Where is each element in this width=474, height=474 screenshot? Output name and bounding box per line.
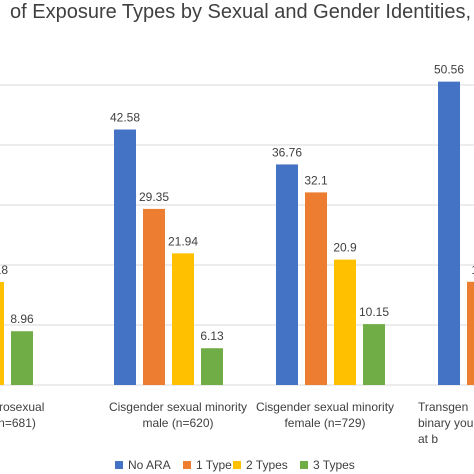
bar-3-types-0 [11, 331, 33, 385]
bar-1-type-2 [305, 192, 327, 385]
data-label: 50.56 [434, 63, 464, 77]
chart-title: of Exposure Types by Sexual and Gender I… [10, 1, 474, 23]
data-label: 10.15 [359, 305, 389, 319]
gridlines [0, 84, 474, 386]
data-label: 29.35 [139, 190, 169, 204]
legend-swatch [300, 461, 308, 469]
category-label: female (n=729) [284, 416, 365, 430]
legend-swatch [233, 461, 241, 469]
bar-2-types-1 [172, 253, 194, 385]
data-label: 21.94 [168, 234, 198, 248]
value-labels: 42.5836.7650.56429.3532.11717.1821.9420.… [0, 63, 474, 344]
legend-label: No ARA [128, 458, 171, 472]
data-label: 36.76 [272, 145, 302, 159]
bar-1-type-1 [143, 208, 165, 385]
data-label: 32.1 [304, 173, 328, 187]
category-label: at b [418, 432, 438, 446]
category-label: binary you [418, 416, 473, 430]
data-label: 42.58 [110, 111, 140, 125]
data-label: 6.13 [200, 329, 224, 343]
data-label: 17 [471, 263, 474, 277]
bar-3-types-1 [201, 348, 223, 385]
legend-label: 3 Types [313, 458, 355, 472]
category-label: heterosexual [0, 400, 44, 414]
bar-2-types-2 [334, 259, 356, 385]
category-label: male (n=620) [142, 416, 213, 430]
category-label: Cisgender sexual minority [109, 400, 247, 414]
legend: No ARA 1 Type 2 Types 3 Types [115, 458, 355, 472]
legend-swatch [183, 461, 191, 469]
bar-1-type-3 [467, 281, 474, 385]
bar-no-ara-3 [438, 81, 460, 385]
data-label: 17.18 [0, 263, 8, 277]
bars [0, 81, 474, 385]
bar-2-types-0 [0, 281, 4, 385]
legend-label: 2 Types [246, 458, 288, 472]
bar-no-ara-1 [114, 129, 136, 385]
category-label: Cisgender sexual minority [256, 400, 394, 414]
legend-label: 1 Type [196, 458, 232, 472]
category-labels: heterosexual e (n=681) Cisgender sexual mi… [0, 400, 473, 446]
bar-no-ara-2 [276, 164, 298, 385]
bar-3-types-2 [363, 324, 385, 385]
data-label: 8.96 [10, 312, 34, 326]
data-label: 20.9 [333, 241, 357, 255]
category-label: Transgen [418, 400, 468, 414]
legend-swatch [115, 461, 123, 469]
category-label: e (n=681) [0, 416, 36, 430]
